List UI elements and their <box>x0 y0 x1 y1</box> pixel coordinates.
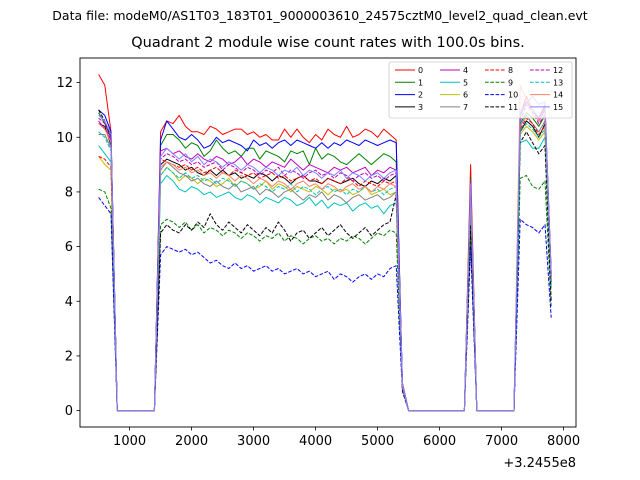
legend-label-7: 7 <box>463 103 468 112</box>
legend-label-5: 5 <box>463 78 468 87</box>
x-tick-label: 4000 <box>299 434 332 449</box>
legend-label-3: 3 <box>418 103 423 112</box>
series-layer <box>98 74 552 412</box>
legend-label-12: 12 <box>553 66 563 75</box>
legend-label-10: 10 <box>508 91 518 100</box>
x-tick-label: 1000 <box>113 434 146 449</box>
legend-label-9: 9 <box>508 78 513 87</box>
legend-label-15: 15 <box>553 103 563 112</box>
y-tick-label: 10 <box>56 131 73 146</box>
x-tick-label: 7000 <box>485 434 518 449</box>
series-line-0 <box>98 74 552 412</box>
series-line-11 <box>98 109 552 412</box>
series-line-13 <box>98 123 552 412</box>
series-line-6 <box>98 125 552 412</box>
ticks-layer: 1000 2000 3000 4000 5000 6000 7000 8000 0 2 4 6 8 10 1… <box>56 76 580 449</box>
y-tick-label: 8 <box>65 185 73 200</box>
legend-label-8: 8 <box>508 66 513 75</box>
series-line-3 <box>98 120 552 412</box>
x-tick-label: 3000 <box>237 434 270 449</box>
series-line-1 <box>98 112 552 412</box>
y-tick-label: 6 <box>65 240 73 255</box>
x-tick-label: 2000 <box>175 434 208 449</box>
x-tick-label: 5000 <box>361 434 394 449</box>
series-line-12 <box>98 104 552 412</box>
plot-frame <box>79 57 577 428</box>
legend-label-6: 6 <box>463 91 468 100</box>
y-tick-label: 2 <box>65 349 73 364</box>
y-tick-label: 0 <box>65 404 73 419</box>
data-file-supertitle: Data file: modeM0/AS1T03_183T01_90000036… <box>52 8 588 23</box>
legend-label-13: 13 <box>553 78 563 87</box>
y-tick-label: 4 <box>65 295 73 310</box>
legend-box <box>388 61 573 119</box>
legend-label-1: 1 <box>418 78 423 87</box>
series-line-15 <box>98 95 552 412</box>
series-line-10 <box>98 197 552 412</box>
legend-label-14: 14 <box>553 91 563 100</box>
legend-label-11: 11 <box>508 103 518 112</box>
chart-title: Quadrant 2 module wise count rates with … <box>131 35 525 51</box>
x-offset-label: +3.2455e8 <box>503 456 576 471</box>
legend-label-4: 4 <box>463 66 468 75</box>
x-tick-label: 8000 <box>547 434 580 449</box>
legend-label-0: 0 <box>418 66 423 75</box>
legend-label-2: 2 <box>418 91 423 100</box>
series-line-5 <box>98 136 552 412</box>
x-tick-label: 6000 <box>423 434 456 449</box>
series-line-9 <box>98 175 552 412</box>
y-tick-label: 12 <box>56 76 73 91</box>
